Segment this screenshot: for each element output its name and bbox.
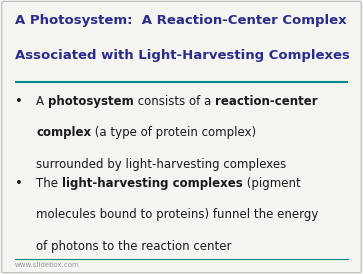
Text: molecules bound to proteins) funnel the energy: molecules bound to proteins) funnel the … (36, 208, 319, 221)
Text: complex: complex (36, 126, 91, 139)
Text: surrounded by light-harvesting complexes: surrounded by light-harvesting complexes (36, 158, 286, 170)
Text: consists of a: consists of a (134, 95, 215, 107)
Text: A: A (36, 95, 48, 107)
Text: The: The (36, 177, 62, 190)
Text: Associated with Light-Harvesting Complexes: Associated with Light-Harvesting Complex… (15, 49, 350, 62)
Text: •: • (15, 95, 23, 107)
Text: (a type of protein complex): (a type of protein complex) (91, 126, 257, 139)
Text: A Photosystem:  A Reaction-Center Complex: A Photosystem: A Reaction-Center Complex (15, 14, 346, 27)
Text: photosystem: photosystem (48, 95, 134, 107)
Text: (pigment: (pigment (243, 177, 301, 190)
Text: reaction-center: reaction-center (215, 95, 317, 107)
Text: www.slidebox.com: www.slidebox.com (15, 262, 79, 268)
Text: •: • (15, 177, 23, 190)
Text: of photons to the reaction center: of photons to the reaction center (36, 240, 232, 253)
Text: light-harvesting complexes: light-harvesting complexes (62, 177, 243, 190)
